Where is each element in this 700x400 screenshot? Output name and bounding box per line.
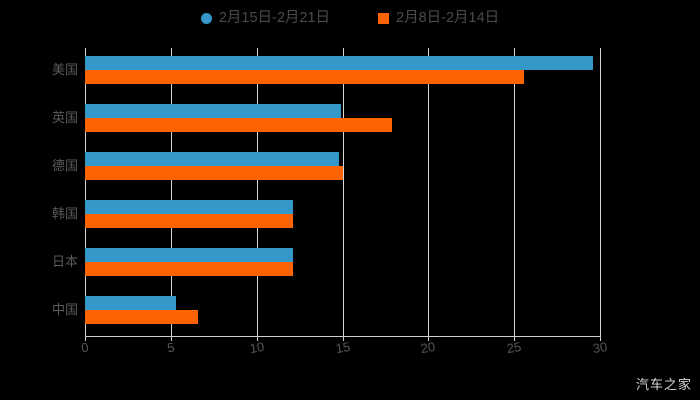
bar[interactable] [85,310,199,324]
x-axis-tick-label: 15 [334,338,351,357]
legend-entry[interactable]: 2月15日-2月21日 [200,9,331,26]
bar[interactable] [85,104,341,118]
bar[interactable] [85,296,176,310]
y-axis-category-label: 中国 [51,302,78,317]
chart-legend: 2月15日-2月21日 2月8日-2月14日 [0,6,700,30]
watermark: 汽车之家 [635,377,692,392]
y-axis-labels: 美国英国德国韩国日本中国 [0,48,78,336]
x-axis-tick-mark [514,336,516,341]
x-axis-tick-label: 0 [80,339,90,356]
legend-marker-square [378,12,390,24]
gridline [428,48,430,336]
y-axis-line [85,48,86,336]
bar[interactable] [85,214,293,228]
gridline [600,48,601,336]
x-axis-tick-mark [342,336,344,341]
bar[interactable] [85,56,594,70]
bar[interactable] [85,200,293,214]
bar[interactable] [85,70,525,84]
y-axis-category-label: 韩国 [51,206,78,221]
legend-entry[interactable]: 2月8日-2月14日 [378,11,499,26]
x-axis-tick-mark [256,336,258,341]
legend-label: 2月15日-2月21日 [218,9,331,26]
gridline [256,48,258,336]
x-axis-tick-mark [85,336,86,341]
y-axis-category-label: 英国 [51,110,78,125]
x-axis-tick-mark [170,336,172,341]
legend-label: 2月8日-2月14日 [396,9,500,26]
bar[interactable] [85,248,293,262]
x-axis-tick-label: 30 [591,338,609,357]
x-axis-tick-label: 10 [248,338,265,357]
x-axis-tick-label: 5 [166,339,176,356]
bar[interactable] [85,166,343,180]
y-axis-category-label: 日本 [51,254,78,269]
x-axis-tick-mark [600,336,601,341]
legend-marker-circle [200,12,212,24]
y-axis-category-label: 美国 [51,62,78,77]
gridline [514,48,516,336]
bar[interactable] [85,262,293,276]
x-axis-tick-label: 25 [505,338,523,357]
x-axis-tick-label: 20 [419,338,437,357]
bar[interactable] [85,152,340,166]
y-axis-category-label: 德国 [51,158,78,173]
gridline [342,48,344,336]
x-axis-tick-mark [428,336,430,341]
bar[interactable] [85,118,393,132]
gridline [170,48,172,336]
plot-area [85,48,601,336]
